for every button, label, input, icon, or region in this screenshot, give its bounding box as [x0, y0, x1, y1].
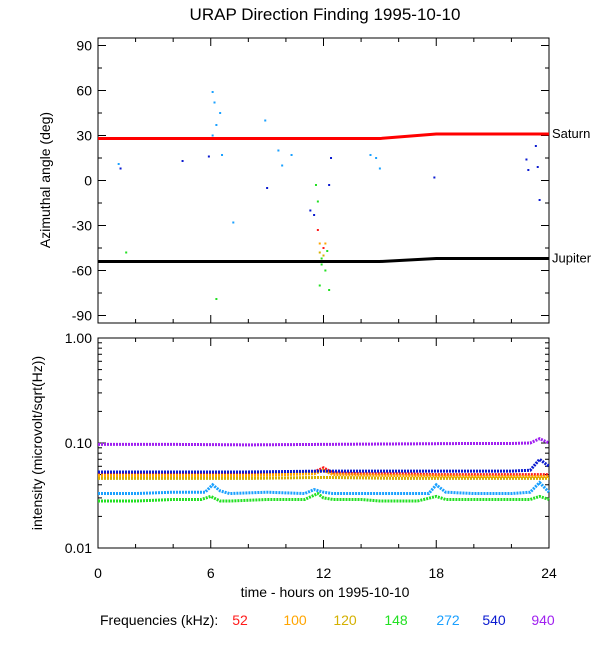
data-point	[290, 154, 293, 156]
x-tick-label: 6	[207, 565, 215, 581]
data-point	[277, 149, 280, 152]
data-point	[536, 166, 539, 168]
data-point	[328, 289, 331, 291]
data-point	[215, 124, 218, 126]
data-point	[322, 254, 325, 257]
data-point	[318, 284, 321, 287]
data-point	[221, 154, 224, 156]
y-tick-label: 90	[76, 38, 92, 54]
data-point	[232, 221, 235, 224]
chart-title: URAP Direction Finding 1995-10-10	[190, 5, 461, 24]
legend-entry-52: 52	[232, 612, 248, 628]
data-point	[538, 199, 541, 201]
legend-entry-272: 272	[436, 612, 460, 628]
data-point	[117, 163, 120, 165]
reference-line-saturn	[98, 132, 549, 140]
data-point	[181, 160, 184, 162]
series-line-148	[98, 491, 550, 503]
data-point	[211, 91, 214, 93]
legend-label: Frequencies (kHz):	[100, 612, 218, 628]
intensity-series	[98, 437, 551, 503]
data-point	[525, 158, 528, 161]
y-tick-label: 1.00	[65, 330, 92, 346]
azimuth-points	[117, 91, 541, 300]
legend-entry-148: 148	[384, 612, 408, 628]
y-tick-label: -60	[72, 263, 92, 279]
data-point	[314, 184, 317, 186]
data-point	[266, 187, 269, 189]
data-point	[433, 176, 436, 179]
data-point	[324, 242, 327, 245]
data-point	[313, 214, 316, 216]
data-point	[322, 247, 325, 249]
x-tick-label: 0	[94, 565, 102, 581]
legend-entries: 52 100 120 148 272 540 940	[232, 612, 555, 628]
y-tick-label: 0.10	[65, 435, 92, 451]
data-point	[320, 257, 323, 260]
series-line-120	[98, 475, 549, 480]
y-tick-label: 60	[76, 83, 92, 99]
data-point	[125, 251, 128, 254]
data-point	[527, 169, 530, 171]
data-point	[328, 184, 331, 186]
x-tick-label: 12	[316, 565, 332, 581]
legend-entry-100: 100	[283, 612, 307, 628]
data-point	[211, 134, 214, 137]
data-point	[309, 209, 312, 212]
azimuth-panel: 90 60 30 0 -30 -60 -90 Saturn Jupiter Azimuthal…	[37, 37, 592, 324]
data-point	[369, 154, 372, 156]
y-tick-label: 30	[76, 128, 92, 144]
intensity-axis-label: intensity (microvolt/sqrt(Hz))	[29, 356, 45, 530]
data-point	[207, 155, 210, 158]
reference-line-jupiter	[98, 257, 549, 263]
y-tick-label: -90	[72, 308, 92, 324]
y-tick-label: 0.01	[65, 540, 92, 556]
intensity-ticks: 0.01 0.10 1.00 0 6 12 18 24	[65, 330, 557, 581]
data-point	[320, 263, 323, 266]
y-tick-label: -30	[72, 218, 92, 234]
legend-entry-940: 940	[531, 612, 555, 628]
data-point	[119, 167, 122, 170]
data-point	[326, 250, 329, 252]
data-point	[324, 269, 327, 272]
azimuth-axis-label: Azimuthal angle (deg)	[37, 112, 53, 248]
data-point	[378, 167, 381, 170]
series-line-52	[98, 466, 549, 477]
series-line-272	[98, 480, 551, 496]
azimuth-plot-frame	[97, 37, 550, 324]
reference-label-jupiter: Jupiter	[552, 251, 592, 266]
data-point	[534, 145, 537, 147]
data-point	[219, 112, 222, 114]
legend-entry-540: 540	[482, 612, 506, 628]
reference-label-saturn: Saturn	[552, 126, 590, 141]
data-point	[215, 298, 218, 300]
data-point	[213, 101, 216, 104]
data-point	[318, 242, 321, 245]
frequency-legend: Frequencies (kHz): 52 100 120 148 272 540 940	[100, 612, 555, 628]
data-point	[375, 157, 378, 159]
data-point	[316, 229, 319, 231]
series-line-940	[98, 437, 550, 447]
y-tick-label: 0	[84, 173, 92, 189]
legend-entry-120: 120	[333, 612, 357, 628]
reference-line-labels: Saturn Jupiter	[552, 126, 592, 266]
intensity-panel: 0.01 0.10 1.00 0 6 12 18 24 intensity (microvol…	[29, 330, 557, 581]
data-point	[330, 157, 333, 159]
x-tick-label: 24	[541, 565, 557, 581]
x-axis-label: time - hours on 1995-10-10	[241, 584, 410, 600]
azimuth-ticks: 90 60 30 0 -30 -60 -90	[72, 38, 550, 324]
reference-lines	[98, 132, 549, 263]
data-point	[281, 164, 284, 167]
data-point	[264, 119, 267, 122]
data-point	[316, 200, 319, 203]
series-line-540	[98, 457, 550, 474]
data-point	[318, 251, 321, 254]
x-tick-label: 18	[428, 565, 444, 581]
